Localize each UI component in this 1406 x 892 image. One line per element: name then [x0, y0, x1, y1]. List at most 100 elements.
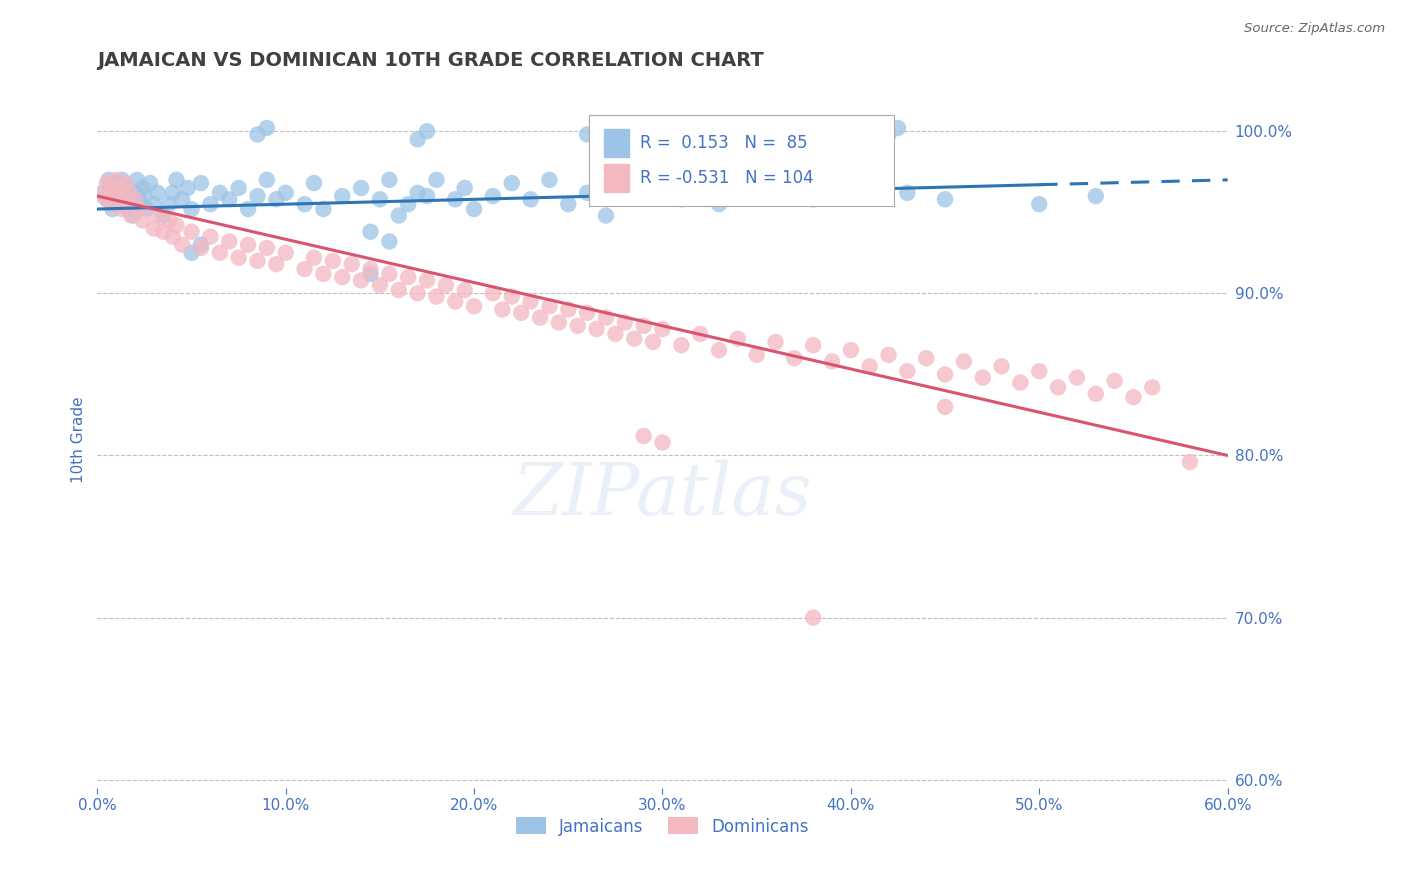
- Point: [111, 202, 134, 216]
- Point: [208, 186, 231, 200]
- Point: [180, 225, 202, 239]
- Point: [128, 202, 150, 216]
- Point: [651, 435, 673, 450]
- Point: [236, 237, 259, 252]
- Point: [131, 181, 153, 195]
- Point: [139, 176, 162, 190]
- Point: [727, 181, 749, 195]
- Point: [134, 189, 156, 203]
- Point: [302, 176, 325, 190]
- Point: [103, 189, 125, 203]
- Point: [190, 241, 212, 255]
- Point: [312, 202, 335, 216]
- Point: [256, 120, 278, 135]
- Point: [256, 173, 278, 187]
- Point: [368, 192, 391, 206]
- Point: [557, 302, 579, 317]
- Point: [120, 197, 142, 211]
- Point: [266, 257, 288, 271]
- Point: [859, 359, 882, 374]
- Point: [294, 262, 316, 277]
- Point: [350, 273, 373, 287]
- Point: [839, 343, 862, 357]
- Point: [557, 197, 579, 211]
- Point: [172, 192, 194, 206]
- Point: [595, 209, 617, 223]
- Point: [576, 306, 599, 320]
- Point: [228, 181, 250, 195]
- Point: [727, 332, 749, 346]
- Point: [103, 186, 125, 200]
- Point: [96, 192, 118, 206]
- Point: [330, 189, 353, 203]
- Point: [97, 192, 120, 206]
- Point: [501, 289, 523, 303]
- Point: [101, 197, 124, 211]
- Point: [360, 262, 382, 277]
- Text: JAMAICAN VS DOMINICAN 10TH GRADE CORRELATION CHART: JAMAICAN VS DOMINICAN 10TH GRADE CORRELA…: [97, 51, 763, 70]
- Point: [1047, 380, 1070, 394]
- Point: [246, 189, 269, 203]
- Point: [91, 189, 114, 203]
- Point: [454, 181, 477, 195]
- Point: [1066, 370, 1088, 384]
- Point: [274, 245, 297, 260]
- Point: [162, 229, 184, 244]
- Point: [101, 202, 124, 216]
- Point: [124, 192, 146, 206]
- Point: [111, 173, 134, 187]
- Point: [896, 364, 918, 378]
- Point: [934, 192, 956, 206]
- Point: [547, 316, 569, 330]
- Point: [172, 237, 194, 252]
- Point: [330, 270, 353, 285]
- Point: [689, 326, 711, 341]
- Point: [190, 176, 212, 190]
- Point: [1028, 197, 1050, 211]
- Point: [416, 273, 439, 287]
- Point: [312, 267, 335, 281]
- Point: [801, 192, 824, 206]
- Point: [180, 202, 202, 216]
- Point: [801, 338, 824, 352]
- Point: [200, 197, 222, 211]
- Point: [887, 120, 910, 135]
- Point: [112, 192, 135, 206]
- Point: [180, 245, 202, 260]
- Point: [152, 225, 174, 239]
- Point: [118, 186, 141, 200]
- Point: [117, 202, 139, 216]
- Point: [1010, 376, 1032, 390]
- Point: [1122, 390, 1144, 404]
- Point: [378, 173, 401, 187]
- Point: [745, 189, 768, 203]
- Point: [190, 237, 212, 252]
- Point: [177, 181, 200, 195]
- Legend: Jamaicans, Dominicans: Jamaicans, Dominicans: [509, 811, 815, 842]
- Point: [671, 192, 693, 206]
- Point: [434, 278, 457, 293]
- Point: [934, 400, 956, 414]
- Point: [218, 192, 240, 206]
- Point: [388, 283, 411, 297]
- Point: [388, 209, 411, 223]
- Point: [1084, 189, 1107, 203]
- Point: [340, 257, 363, 271]
- Bar: [603, 164, 628, 192]
- Point: [157, 197, 180, 211]
- Point: [396, 197, 419, 211]
- Point: [538, 299, 561, 313]
- Point: [595, 310, 617, 325]
- Point: [613, 316, 636, 330]
- Point: [877, 128, 900, 142]
- Point: [129, 197, 152, 211]
- Point: [100, 181, 122, 195]
- Point: [425, 289, 447, 303]
- Point: [633, 429, 655, 443]
- Point: [896, 186, 918, 200]
- Point: [396, 270, 419, 285]
- Point: [689, 186, 711, 200]
- Point: [1104, 374, 1126, 388]
- Point: [576, 128, 599, 142]
- Point: [135, 202, 157, 216]
